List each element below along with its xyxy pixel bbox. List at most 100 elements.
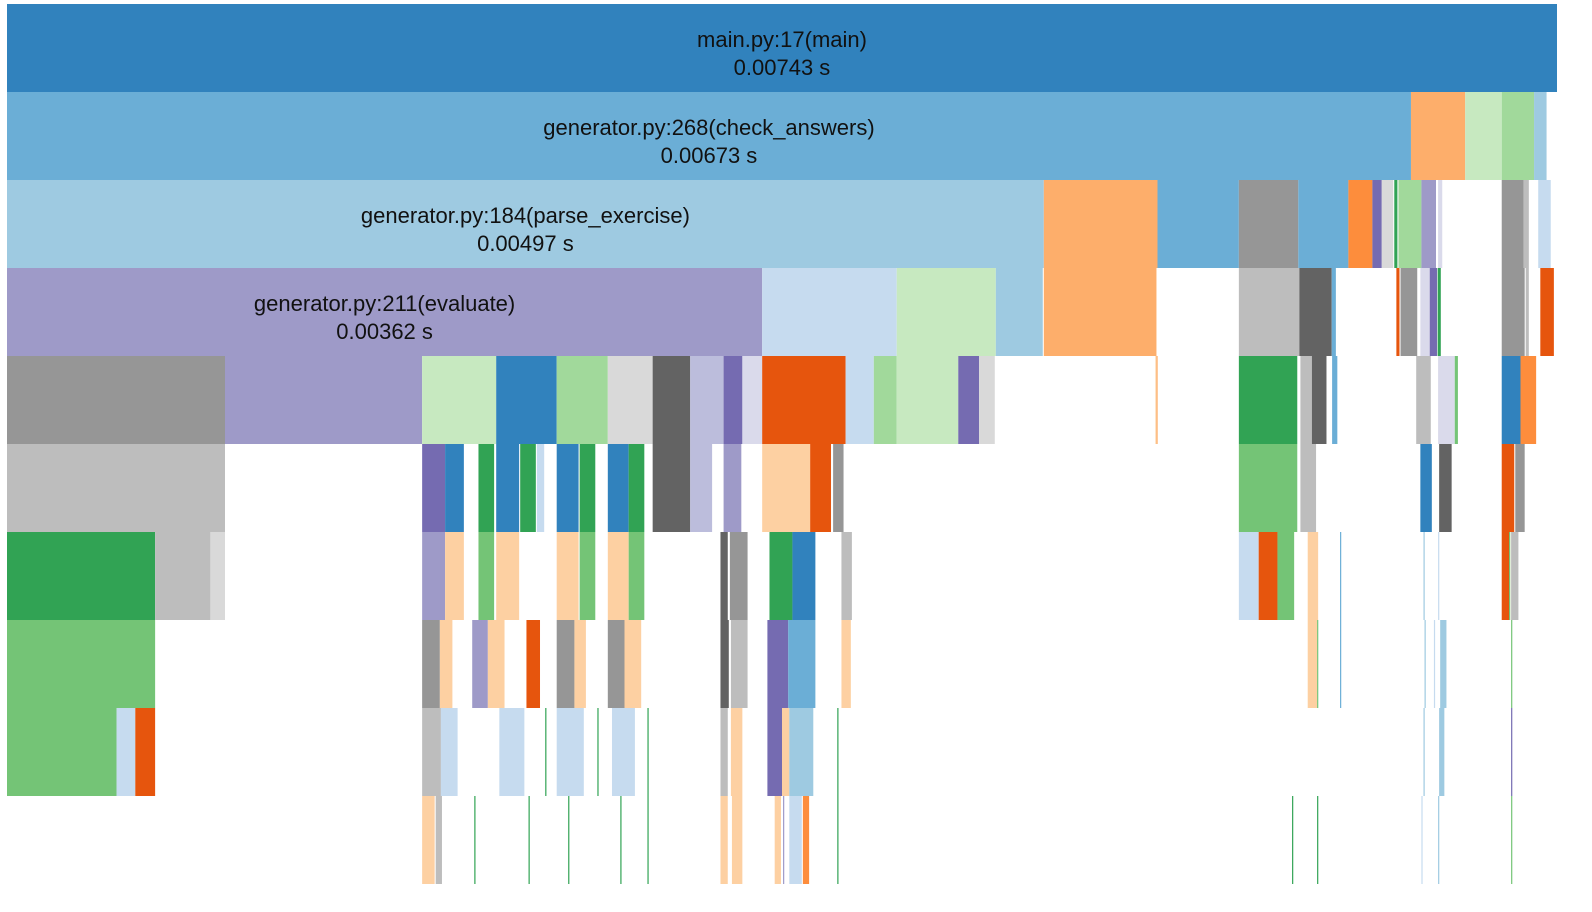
frame-hairline[interactable] xyxy=(647,796,649,884)
frame-hairline[interactable] xyxy=(1424,620,1426,708)
frame-bar[interactable] xyxy=(979,356,995,444)
frame-bar[interactable] xyxy=(1501,532,1511,620)
frame-hairline[interactable] xyxy=(1292,796,1294,884)
frame-bar[interactable] xyxy=(7,708,117,796)
frame-bar[interactable] xyxy=(1299,268,1332,356)
frame-hairline[interactable] xyxy=(1340,620,1342,708)
frame-bar[interactable] xyxy=(445,444,464,532)
frame-bar[interactable] xyxy=(1396,268,1400,356)
frame-bar[interactable] xyxy=(1420,444,1432,532)
frame-bar[interactable] xyxy=(1523,180,1529,268)
frame-bar[interactable] xyxy=(487,620,505,708)
frame-hairline[interactable] xyxy=(1433,620,1436,708)
frame-bar[interactable] xyxy=(116,708,136,796)
frame-bar[interactable] xyxy=(1277,532,1295,620)
frame-bar[interactable] xyxy=(478,532,495,620)
frame-bar[interactable] xyxy=(520,444,536,532)
frame-hairline[interactable] xyxy=(1511,620,1513,708)
frame-bar[interactable] xyxy=(723,356,743,444)
frame-bar[interactable] xyxy=(720,796,728,884)
frame-bar[interactable] xyxy=(958,356,980,444)
frame-bar[interactable] xyxy=(742,356,763,444)
frame-bar[interactable] xyxy=(729,532,748,620)
frame-bar[interactable] xyxy=(731,796,743,884)
frame-bar[interactable] xyxy=(690,356,724,444)
frame-bar[interactable] xyxy=(496,444,520,532)
frame-bar[interactable] xyxy=(690,444,713,532)
frame-bar[interactable] xyxy=(1421,180,1436,268)
frame-hairline[interactable] xyxy=(545,708,547,796)
frame-bar[interactable] xyxy=(720,532,728,620)
frame-bar[interactable] xyxy=(1372,180,1382,268)
frame-bar[interactable] xyxy=(1520,356,1537,444)
frame-bar[interactable] xyxy=(1300,444,1317,532)
frame-bar[interactable] xyxy=(556,708,584,796)
frame-hairline[interactable] xyxy=(1421,796,1423,884)
frame-bar[interactable] xyxy=(762,444,811,532)
frame-bar[interactable] xyxy=(873,356,897,444)
frame-bar[interactable] xyxy=(225,356,423,444)
frame-bar[interactable] xyxy=(579,444,596,532)
frame-bar[interactable] xyxy=(422,620,440,708)
frame-bar[interactable] xyxy=(774,796,781,884)
frame-bar[interactable] xyxy=(1394,180,1398,268)
frame-bar[interactable] xyxy=(896,356,959,444)
frame-bar[interactable] xyxy=(792,532,816,620)
frame-hairline[interactable] xyxy=(837,796,839,884)
frame-bar[interactable] xyxy=(841,532,852,620)
frame-hairline[interactable] xyxy=(1317,620,1319,708)
frame-bar[interactable] xyxy=(1238,356,1298,444)
frame-bar[interactable] xyxy=(1307,620,1318,708)
frame-hairline[interactable] xyxy=(597,708,599,796)
frame-bar[interactable] xyxy=(789,708,814,796)
frame-bar[interactable] xyxy=(499,708,525,796)
frame-bar[interactable] xyxy=(802,796,810,884)
frame-bar[interactable] xyxy=(1501,444,1515,532)
frame-bar[interactable] xyxy=(1438,356,1455,444)
frame-bar[interactable] xyxy=(556,356,608,444)
frame-bar[interactable] xyxy=(833,444,844,532)
frame-bar[interactable] xyxy=(1454,356,1458,444)
frame-bar[interactable] xyxy=(1155,356,1157,444)
frame-bar[interactable] xyxy=(1043,268,1157,356)
frame-bar[interactable] xyxy=(422,796,435,884)
frame-bar[interactable] xyxy=(1238,532,1259,620)
frame-bar[interactable] xyxy=(556,620,575,708)
frame-bar[interactable] xyxy=(1440,620,1447,708)
frame-hairline[interactable] xyxy=(1511,796,1513,884)
frame-bar[interactable] xyxy=(1238,268,1300,356)
frame-bar[interactable] xyxy=(1400,268,1418,356)
frame-bar[interactable] xyxy=(1439,708,1445,796)
frame-bar[interactable] xyxy=(762,356,846,444)
frame-bar[interactable] xyxy=(1438,180,1443,268)
frame-bar-labeled[interactable] xyxy=(7,4,1557,92)
frame-bar[interactable] xyxy=(789,796,802,884)
frame-bar[interactable] xyxy=(7,620,156,708)
frame-bar[interactable] xyxy=(7,444,225,532)
frame-bar[interactable] xyxy=(762,268,897,356)
frame-bar[interactable] xyxy=(730,620,748,708)
frame-bar[interactable] xyxy=(526,620,541,708)
frame-hairline[interactable] xyxy=(1423,708,1425,796)
frame-bar[interactable] xyxy=(574,620,586,708)
frame-bar[interactable] xyxy=(210,532,225,620)
frame-bar[interactable] xyxy=(1300,356,1312,444)
frame-bar[interactable] xyxy=(624,620,642,708)
frame-bar[interactable] xyxy=(788,620,816,708)
frame-hairline[interactable] xyxy=(783,796,785,884)
frame-bar[interactable] xyxy=(1534,92,1547,180)
frame-bar[interactable] xyxy=(1511,532,1519,620)
frame-hairline[interactable] xyxy=(528,796,530,884)
frame-hairline[interactable] xyxy=(1156,356,1158,444)
frame-bar[interactable] xyxy=(1416,356,1431,444)
frame-bar[interactable] xyxy=(1331,268,1336,356)
frame-bar[interactable] xyxy=(1410,92,1466,180)
frame-bar[interactable] xyxy=(810,444,832,532)
frame-hairline[interactable] xyxy=(1340,532,1342,620)
frame-bar[interactable] xyxy=(1258,532,1278,620)
frame-bar[interactable] xyxy=(579,532,596,620)
frame-bar[interactable] xyxy=(135,708,156,796)
frame-bar[interactable] xyxy=(995,268,1043,356)
frame-bar[interactable] xyxy=(652,444,691,532)
frame-bar[interactable] xyxy=(767,708,782,796)
